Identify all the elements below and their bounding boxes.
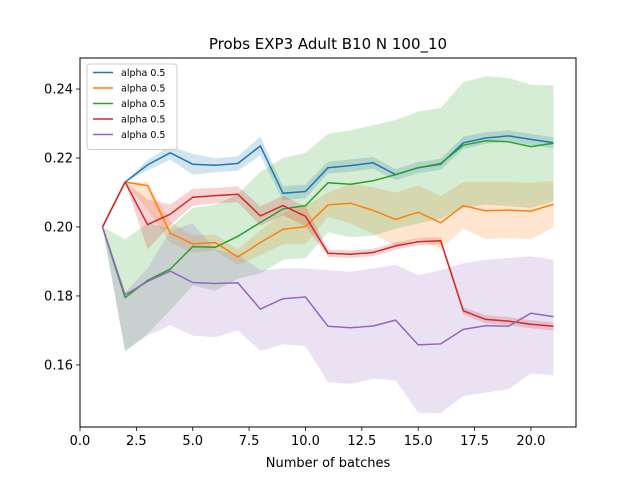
legend-label: alpha 0.5 [121, 115, 165, 126]
x-tick-label: 7.5 [239, 434, 260, 449]
line-series-3 [101, 140, 554, 299]
y-tick-label: 0.16 [44, 358, 73, 373]
y-tick-label: 0.22 [44, 152, 73, 167]
legend-label: alpha 0.5 [121, 99, 165, 110]
x-tick-label: 0.0 [70, 434, 91, 449]
band-series-3 [102, 76, 554, 352]
x-tick-label: 2.5 [126, 434, 147, 449]
band-series-1 [102, 130, 554, 227]
legend: alpha 0.5 alpha 0.5 alpha 0.5 alpha 0.5 alph… [86, 63, 178, 150]
confidence-bands [102, 76, 554, 414]
x-tick-label: 5.0 [182, 434, 203, 449]
legend-box [86, 63, 178, 150]
y-tick-label: 0.24 [44, 83, 73, 98]
plot-frame [79, 57, 577, 428]
line-series-2 [101, 181, 554, 258]
y-axis: 0.16 0.18 0.20 0.22 0.24 [44, 83, 80, 373]
x-tick-label: 15.0 [404, 434, 433, 449]
x-axis-label: Number of batches [266, 456, 391, 471]
legend-label: alpha 0.5 [121, 68, 165, 79]
line-series-1 [101, 135, 554, 228]
band-series-4 [102, 182, 554, 331]
band-series-2 [102, 181, 554, 265]
line-series-5 [101, 226, 554, 346]
legend-label: alpha 0.5 [121, 84, 165, 95]
y-tick-label: 0.18 [44, 289, 73, 304]
y-tick-label: 0.20 [44, 220, 73, 235]
x-axis: 0.0 2.5 5.0 7.5 10.0 12.5 15.0 17.5 20.0 [70, 427, 545, 449]
legend-label: alpha 0.5 [121, 130, 165, 141]
chart-title: Probs EXP3 Adult B10 N 100_10 [209, 35, 447, 54]
band-series-5 [102, 223, 554, 414]
x-tick-label: 20.0 [516, 434, 545, 449]
line-series-4 [101, 181, 554, 328]
x-tick-label: 10.0 [291, 434, 320, 449]
x-tick-label: 17.5 [460, 434, 489, 449]
x-tick-label: 12.5 [347, 434, 376, 449]
series-lines [101, 135, 554, 346]
